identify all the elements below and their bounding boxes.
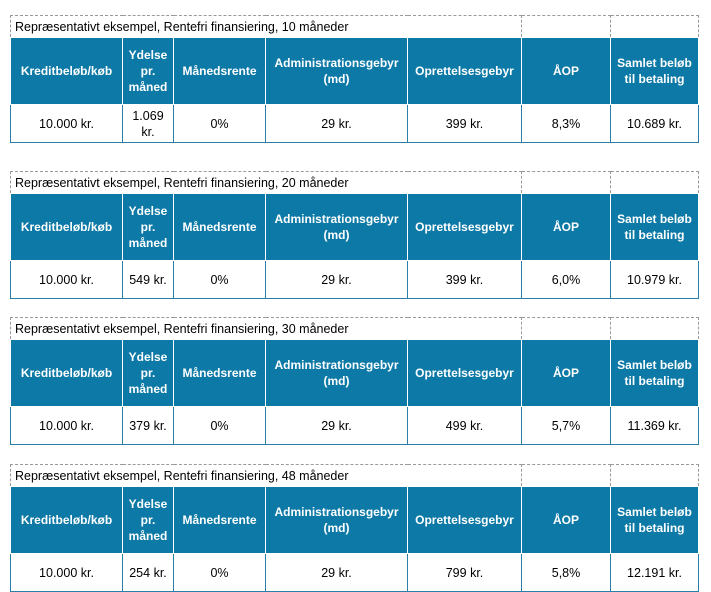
header-oprettelsesgebyr: Oprettelsesgebyr [407, 37, 522, 105]
header-administrationsgebyr: Administrationsgebyr (md) [265, 37, 408, 105]
cell-ydelse: 254 kr. [122, 553, 174, 592]
cell-administrationsgebyr: 29 kr. [265, 553, 408, 592]
header-samlet-belob: Samlet beløb til betaling [610, 339, 699, 407]
header-manedsrente: Månedsrente [173, 37, 266, 105]
header-kreditbelob: Kreditbeløb/køb [10, 339, 123, 407]
cell-administrationsgebyr: 29 kr. [265, 104, 408, 143]
cell-kreditbelob: 10.000 kr. [10, 104, 123, 143]
cell-manedsrente: 0% [173, 406, 266, 445]
cell-kreditbelob: 10.000 kr. [10, 553, 123, 592]
example-table-10-months: Repræsentativt eksempel, Rentefri finans… [10, 15, 699, 143]
cell-administrationsgebyr: 29 kr. [265, 406, 408, 445]
table-caption: Repræsentativt eksempel, Rentefri finans… [10, 171, 522, 194]
header-aop: ÅOP [521, 37, 611, 105]
header-aop: ÅOP [521, 193, 611, 261]
caption-spacer [521, 15, 611, 38]
caption-spacer [521, 317, 611, 340]
cell-oprettelsesgebyr: 399 kr. [407, 104, 522, 143]
header-aop: ÅOP [521, 339, 611, 407]
cell-oprettelsesgebyr: 799 kr. [407, 553, 522, 592]
example-table-30-months: Repræsentativt eksempel, Rentefri finans… [10, 317, 699, 445]
header-samlet-belob: Samlet beløb til betaling [610, 37, 699, 105]
header-kreditbelob: Kreditbeløb/køb [10, 193, 123, 261]
example-table-20-months: Repræsentativt eksempel, Rentefri finans… [10, 171, 699, 299]
header-ydelse: Ydelse pr. måned [122, 193, 174, 261]
table-caption: Repræsentativt eksempel, Rentefri finans… [10, 317, 522, 340]
cell-administrationsgebyr: 29 kr. [265, 260, 408, 299]
cell-ydelse: 379 kr. [122, 406, 174, 445]
cell-samlet-belob: 10.689 kr. [610, 104, 699, 143]
cell-manedsrente: 0% [173, 104, 266, 143]
table-caption: Repræsentativt eksempel, Rentefri finans… [10, 464, 522, 487]
cell-kreditbelob: 10.000 kr. [10, 260, 123, 299]
cell-aop: 6,0% [521, 260, 611, 299]
header-ydelse: Ydelse pr. måned [122, 37, 174, 105]
cell-aop: 8,3% [521, 104, 611, 143]
table-row: 10.000 kr. 254 kr. 0% 29 kr. 799 kr. 5,8… [10, 553, 699, 592]
cell-aop: 5,7% [521, 406, 611, 445]
cell-aop: 5,8% [521, 553, 611, 592]
cell-oprettelsesgebyr: 399 kr. [407, 260, 522, 299]
header-oprettelsesgebyr: Oprettelsesgebyr [407, 339, 522, 407]
header-administrationsgebyr: Administrationsgebyr (md) [265, 486, 408, 554]
cell-ydelse: 1.069 kr. [122, 104, 174, 143]
example-table-48-months: Repræsentativt eksempel, Rentefri finans… [10, 464, 699, 592]
table-caption: Repræsentativt eksempel, Rentefri finans… [10, 15, 522, 38]
header-samlet-belob: Samlet beløb til betaling [610, 193, 699, 261]
caption-spacer [610, 15, 699, 38]
cell-oprettelsesgebyr: 499 kr. [407, 406, 522, 445]
header-samlet-belob: Samlet beløb til betaling [610, 486, 699, 554]
table-row: 10.000 kr. 549 kr. 0% 29 kr. 399 kr. 6,0… [10, 260, 699, 299]
cell-manedsrente: 0% [173, 553, 266, 592]
header-kreditbelob: Kreditbeløb/køb [10, 37, 123, 105]
header-ydelse: Ydelse pr. måned [122, 339, 174, 407]
header-manedsrente: Månedsrente [173, 486, 266, 554]
cell-samlet-belob: 10.979 kr. [610, 260, 699, 299]
header-administrationsgebyr: Administrationsgebyr (md) [265, 193, 408, 261]
header-administrationsgebyr: Administrationsgebyr (md) [265, 339, 408, 407]
header-manedsrente: Månedsrente [173, 339, 266, 407]
table-row: 10.000 kr. 1.069 kr. 0% 29 kr. 399 kr. 8… [10, 104, 699, 143]
header-kreditbelob: Kreditbeløb/køb [10, 486, 123, 554]
cell-samlet-belob: 12.191 kr. [610, 553, 699, 592]
header-oprettelsesgebyr: Oprettelsesgebyr [407, 486, 522, 554]
caption-spacer [521, 464, 611, 487]
cell-kreditbelob: 10.000 kr. [10, 406, 123, 445]
header-ydelse: Ydelse pr. måned [122, 486, 174, 554]
caption-spacer [610, 317, 699, 340]
header-aop: ÅOP [521, 486, 611, 554]
header-oprettelsesgebyr: Oprettelsesgebyr [407, 193, 522, 261]
caption-spacer [610, 171, 699, 194]
caption-spacer [610, 464, 699, 487]
caption-spacer [521, 171, 611, 194]
header-manedsrente: Månedsrente [173, 193, 266, 261]
cell-ydelse: 549 kr. [122, 260, 174, 299]
cell-manedsrente: 0% [173, 260, 266, 299]
cell-samlet-belob: 11.369 kr. [610, 406, 699, 445]
table-row: 10.000 kr. 379 kr. 0% 29 kr. 499 kr. 5,7… [10, 406, 699, 445]
